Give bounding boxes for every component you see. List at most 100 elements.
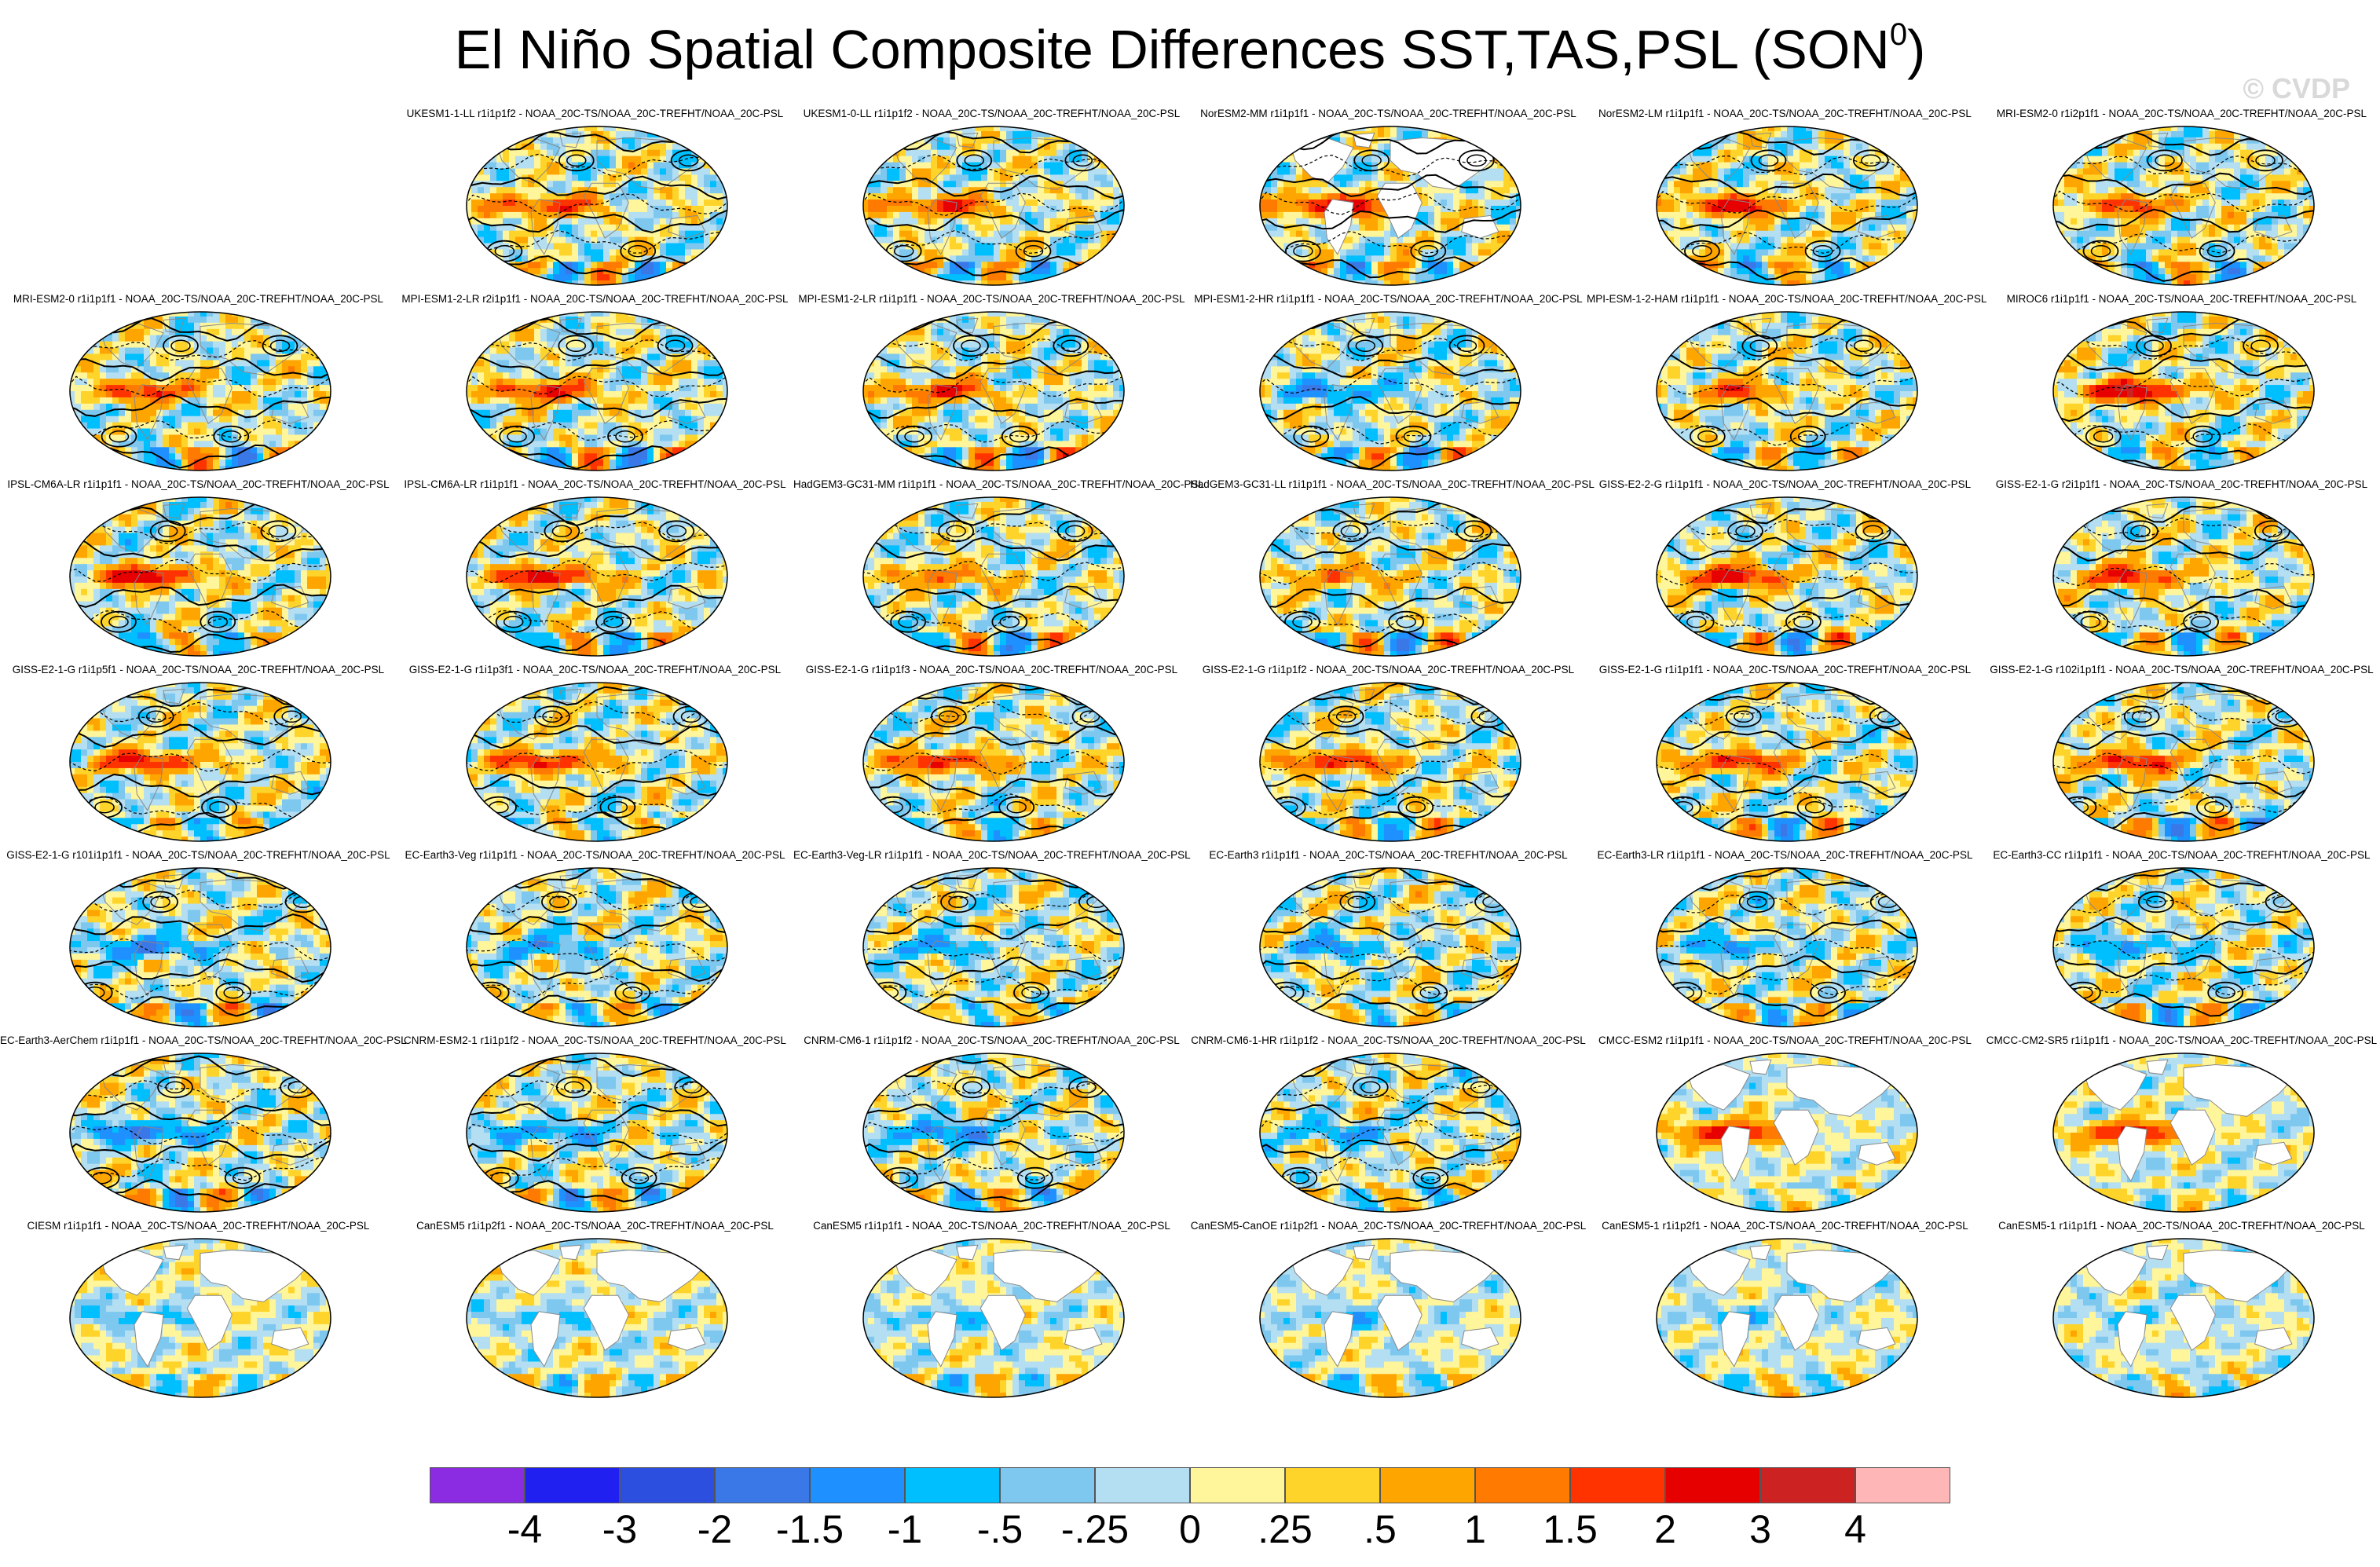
global-map xyxy=(466,496,728,657)
panel-title: CMCC-ESM2 r1i1p1f1 - NOAA_20C-TS/NOAA_20… xyxy=(1587,1034,1983,1046)
global-map xyxy=(862,1053,1125,1213)
map-panel: CMCC-CM2-SR5 r1i1p1f1 - NOAA_20C-TS/NOAA… xyxy=(1983,1034,2380,1220)
global-map xyxy=(466,1238,728,1398)
colorbar-swatch xyxy=(1665,1467,1760,1503)
global-map xyxy=(466,867,728,1027)
global-map xyxy=(1259,496,1521,657)
colorbar-swatch xyxy=(430,1467,525,1503)
map-panel: CNRM-CM6-1 r1i1p1f2 - NOAA_20C-TS/NOAA_2… xyxy=(793,1034,1190,1220)
map-panel: CanESM5-CanOE r1i1p2f1 - NOAA_20C-TS/NOA… xyxy=(1190,1220,1587,1405)
global-map xyxy=(2052,126,2315,286)
global-map xyxy=(862,496,1125,657)
colorbar-swatch xyxy=(1380,1467,1475,1503)
colorbar-swatch xyxy=(905,1467,1000,1503)
panel-title: NorESM2-LM r1i1p1f1 - NOAA_20C-TS/NOAA_2… xyxy=(1587,108,1983,119)
map-panel: CanESM5 r1i1p1f1 - NOAA_20C-TS/NOAA_20C-… xyxy=(793,1220,1190,1405)
global-map xyxy=(69,1053,331,1213)
panel-title: CNRM-ESM2-1 r1i1p1f2 - NOAA_20C-TS/NOAA_… xyxy=(397,1034,793,1046)
colorbar-label: -1 xyxy=(888,1507,922,1552)
panel-title: EC-Earth3-Veg r1i1p1f1 - NOAA_20C-TS/NOA… xyxy=(397,849,793,861)
map-panel: CanESM5-1 r1i1p1f1 - NOAA_20C-TS/NOAA_20… xyxy=(1983,1220,2380,1405)
global-map xyxy=(1259,867,1521,1027)
map-panel: GISS-E2-1-G r101i1p1f1 - NOAA_20C-TS/NOA… xyxy=(0,849,397,1034)
map-panel: CMCC-ESM2 r1i1p1f1 - NOAA_20C-TS/NOAA_20… xyxy=(1587,1034,1983,1220)
panel-title: CIESM r1i1p1f1 - NOAA_20C-TS/NOAA_20C-TR… xyxy=(0,1220,397,1232)
map-panel: UKESM1-1-LL r1i1p1f2 - NOAA_20C-TS/NOAA_… xyxy=(397,108,793,293)
global-map xyxy=(69,311,331,471)
map-panel: GISS-E2-1-G r1i1p3f1 - NOAA_20C-TS/NOAA_… xyxy=(397,664,793,849)
map-panel: IPSL-CM6A-LR r1i1p1f1 - NOAA_20C-TS/NOAA… xyxy=(397,478,793,664)
map-panel: EC-Earth3-Veg r1i1p1f1 - NOAA_20C-TS/NOA… xyxy=(397,849,793,1034)
map-panel: NorESM2-MM r1i1p1f1 - NOAA_20C-TS/NOAA_2… xyxy=(1190,108,1587,293)
global-map xyxy=(1259,1053,1521,1213)
global-map xyxy=(2052,682,2315,842)
panel-title: CanESM5-1 r1i1p1f1 - NOAA_20C-TS/NOAA_20… xyxy=(1983,1220,2380,1232)
figure-title: El Niño Spatial Composite Differences SS… xyxy=(0,17,2380,81)
colorbar-swatch xyxy=(1760,1467,1855,1503)
panel-title: HadGEM3-GC31-MM r1i1p1f1 - NOAA_20C-TS/N… xyxy=(793,478,1204,490)
map-panel: GISS-E2-1-G r1i1p5f1 - NOAA_20C-TS/NOAA_… xyxy=(0,664,397,849)
panel-title: GISS-E2-2-G r1i1p1f1 - NOAA_20C-TS/NOAA_… xyxy=(1587,478,1983,490)
colorbar-label: 2 xyxy=(1654,1507,1676,1552)
map-panel: MPI-ESM1-2-LR r2i1p1f1 - NOAA_20C-TS/NOA… xyxy=(397,293,793,478)
colorbar-swatch xyxy=(1855,1467,1950,1503)
panel-title: NorESM2-MM r1i1p1f1 - NOAA_20C-TS/NOAA_2… xyxy=(1190,108,1587,119)
panel-title: GISS-E2-1-G r1i1p1f1 - NOAA_20C-TS/NOAA_… xyxy=(1587,664,1983,675)
panel-title: EC-Earth3-CC r1i1p1f1 - NOAA_20C-TS/NOAA… xyxy=(1983,849,2380,861)
panel-title: CanESM5 r1i1p1f1 - NOAA_20C-TS/NOAA_20C-… xyxy=(793,1220,1190,1232)
colorbar-swatch xyxy=(715,1467,810,1503)
global-map xyxy=(1656,1053,1918,1213)
global-map xyxy=(69,1238,331,1398)
colorbar-swatch xyxy=(1475,1467,1570,1503)
global-map xyxy=(466,1053,728,1213)
global-map xyxy=(2052,1238,2315,1398)
colorbar-label: 1 xyxy=(1464,1507,1486,1552)
panel-title: CNRM-CM6-1-HR r1i1p1f2 - NOAA_20C-TS/NOA… xyxy=(1190,1034,1587,1046)
map-panel: CanESM5 r1i1p2f1 - NOAA_20C-TS/NOAA_20C-… xyxy=(397,1220,793,1405)
map-panel: HadGEM3-GC31-LL r1i1p1f1 - NOAA_20C-TS/N… xyxy=(1190,478,1595,664)
panel-title: IPSL-CM6A-LR r1i1p1f1 - NOAA_20C-TS/NOAA… xyxy=(0,478,397,490)
map-panel: EC-Earth3-LR r1i1p1f1 - NOAA_20C-TS/NOAA… xyxy=(1587,849,1983,1034)
watermark: © CVDP xyxy=(2243,72,2350,105)
map-panel: EC-Earth3-AerChem r1i1p1f1 - NOAA_20C-TS… xyxy=(0,1034,407,1220)
global-map xyxy=(1656,311,1918,471)
global-map xyxy=(2052,311,2315,471)
global-map xyxy=(1259,1238,1521,1398)
colorbar-swatch xyxy=(620,1467,715,1503)
map-panel: GISS-E2-1-G r1i1p1f2 - NOAA_20C-TS/NOAA_… xyxy=(1190,664,1587,849)
panel-title: CanESM5 r1i1p2f1 - NOAA_20C-TS/NOAA_20C-… xyxy=(397,1220,793,1232)
panel-title: MPI-ESM-1-2-HAM r1i1p1f1 - NOAA_20C-TS/N… xyxy=(1587,293,1986,305)
panel-title: MRI-ESM2-0 r1i2p1f1 - NOAA_20C-TS/NOAA_2… xyxy=(1983,108,2380,119)
global-map xyxy=(1656,867,1918,1027)
colorbar-swatch xyxy=(525,1467,620,1503)
map-panel: IPSL-CM6A-LR r1i1p1f1 - NOAA_20C-TS/NOAA… xyxy=(0,478,397,664)
global-map xyxy=(1656,682,1918,842)
panel-title: EC-Earth3-Veg-LR r1i1p1f1 - NOAA_20C-TS/… xyxy=(793,849,1191,861)
map-panel: MRI-ESM2-0 r1i1p1f1 - NOAA_20C-TS/NOAA_2… xyxy=(0,293,397,478)
panel-title: GISS-E2-1-G r1i1p1f3 - NOAA_20C-TS/NOAA_… xyxy=(793,664,1190,675)
global-map xyxy=(862,682,1125,842)
colorbar-label: .5 xyxy=(1364,1507,1397,1552)
panel-title: MPI-ESM1-2-HR r1i1p1f1 - NOAA_20C-TS/NOA… xyxy=(1190,293,1587,305)
map-panel: UKESM1-0-LL r1i1p1f2 - NOAA_20C-TS/NOAA_… xyxy=(793,108,1190,293)
colorbar-label: -1.5 xyxy=(776,1507,844,1552)
global-map xyxy=(862,1238,1125,1398)
map-panel: GISS-E2-1-G r102i1p1f1 - NOAA_20C-TS/NOA… xyxy=(1983,664,2380,849)
map-panel: GISS-E2-1-G r1i1p1f3 - NOAA_20C-TS/NOAA_… xyxy=(793,664,1190,849)
global-map xyxy=(466,682,728,842)
panel-title: EC-Earth3-AerChem r1i1p1f1 - NOAA_20C-TS… xyxy=(0,1034,407,1046)
panel-title: EC-Earth3-LR r1i1p1f1 - NOAA_20C-TS/NOAA… xyxy=(1587,849,1983,861)
panel-title: GISS-E2-1-G r1i1p1f2 - NOAA_20C-TS/NOAA_… xyxy=(1190,664,1587,675)
panel-title: GISS-E2-1-G r102i1p1f1 - NOAA_20C-TS/NOA… xyxy=(1983,664,2380,675)
colorbar-label: 1.5 xyxy=(1543,1507,1598,1552)
global-map xyxy=(1656,1238,1918,1398)
map-panel: CNRM-ESM2-1 r1i1p1f2 - NOAA_20C-TS/NOAA_… xyxy=(397,1034,793,1220)
colorbar-label: .25 xyxy=(1258,1507,1313,1552)
panel-title: GISS-E2-1-G r1i1p5f1 - NOAA_20C-TS/NOAA_… xyxy=(0,664,397,675)
map-panel: GISS-E2-2-G r1i1p1f1 - NOAA_20C-TS/NOAA_… xyxy=(1587,478,1983,664)
panel-title: CanESM5-1 r1i1p2f1 - NOAA_20C-TS/NOAA_20… xyxy=(1587,1220,1983,1232)
map-panel: EC-Earth3-Veg-LR r1i1p1f1 - NOAA_20C-TS/… xyxy=(793,849,1191,1034)
panel-title: UKESM1-1-LL r1i1p1f2 - NOAA_20C-TS/NOAA_… xyxy=(397,108,793,119)
colorbar-label: 0 xyxy=(1179,1507,1201,1552)
